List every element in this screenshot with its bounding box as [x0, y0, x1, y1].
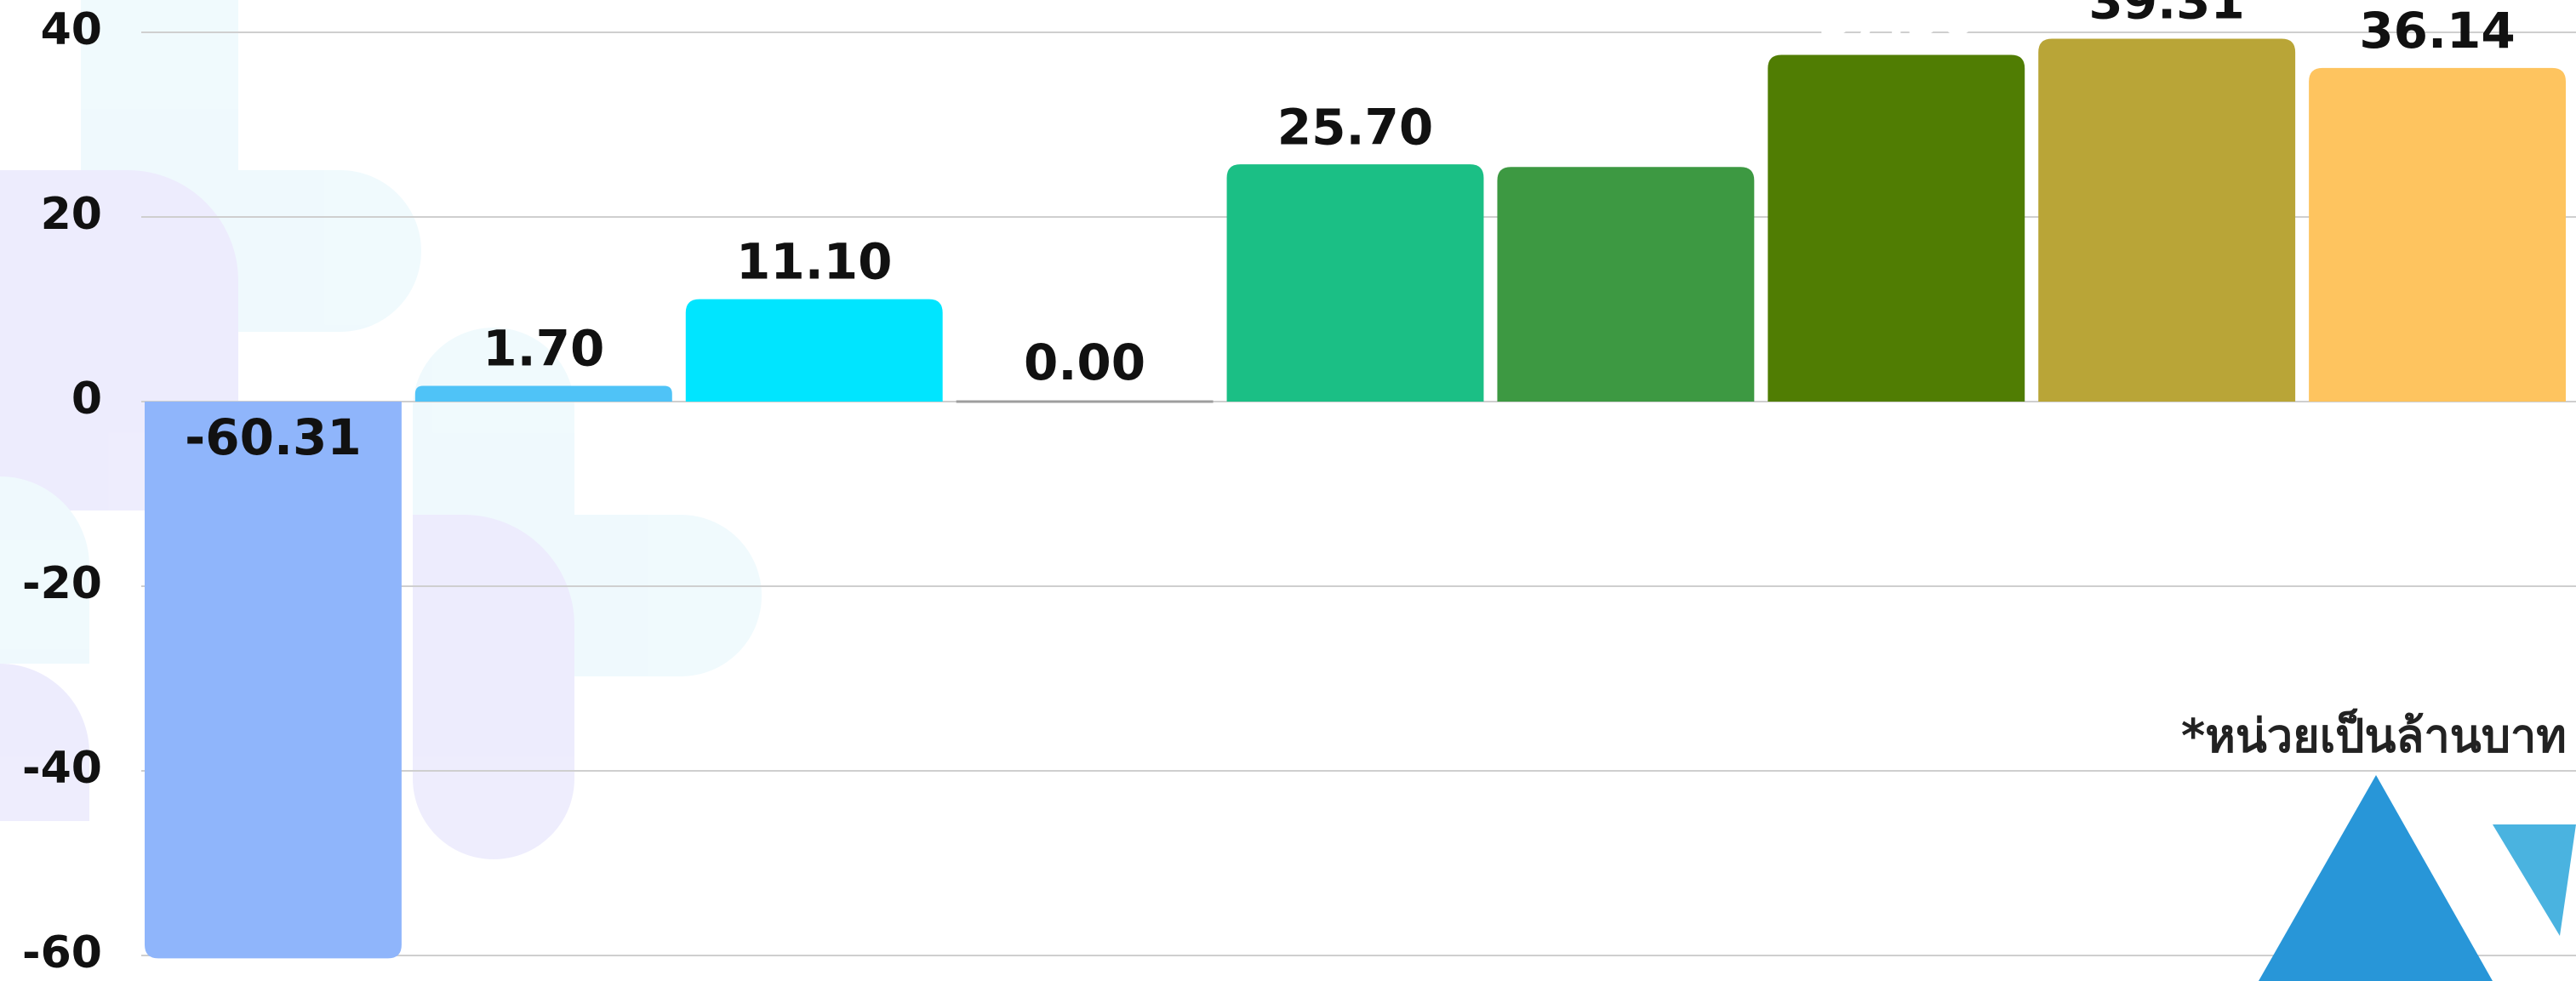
y-tick-label: 40	[41, 4, 102, 55]
bar	[1227, 164, 1484, 402]
value-label: 39.31	[2088, 0, 2244, 31]
page: {"chart_data": {"type": "bar", "categori…	[0, 0, 2576, 981]
y-tick-label: 20	[41, 189, 102, 240]
bar	[686, 299, 943, 402]
value-label: 25.70	[1277, 98, 1433, 156]
value-label: 37.56	[1819, 0, 1974, 47]
y-tick-label: -20	[22, 558, 102, 609]
plot: 40 20 0 -20 -40 -60 -60.31 1.70 11.10 0.00 25.70 25…	[22, 0, 2576, 978]
value-label: 0.00	[1024, 334, 1145, 391]
logo-triangle	[2259, 775, 2493, 981]
value-label: 11.10	[736, 233, 892, 291]
value-label: 36.14	[2359, 2, 2515, 60]
logo-triangle	[2493, 824, 2576, 936]
bar	[145, 402, 402, 958]
bar	[415, 386, 672, 402]
y-tick-label: -40	[22, 743, 102, 794]
bar	[1497, 167, 1754, 402]
bar	[2309, 68, 2566, 402]
chart: 40 20 0 -20 -40 -60 -60.31 1.70 11.10 0.00 25.70 25…	[0, 0, 2576, 981]
bar	[2038, 38, 2295, 402]
value-label: 1.70	[483, 320, 604, 378]
unit-note: *หน่วยเป็นล้านบาท	[2181, 710, 2567, 763]
y-tick-label: -60	[22, 927, 102, 978]
plus-shape	[413, 515, 574, 859]
bar	[1768, 54, 2025, 402]
value-label: 25.41	[1548, 100, 1704, 158]
y-tick-label: 0	[71, 374, 102, 425]
value-label: -60.31	[185, 408, 362, 466]
